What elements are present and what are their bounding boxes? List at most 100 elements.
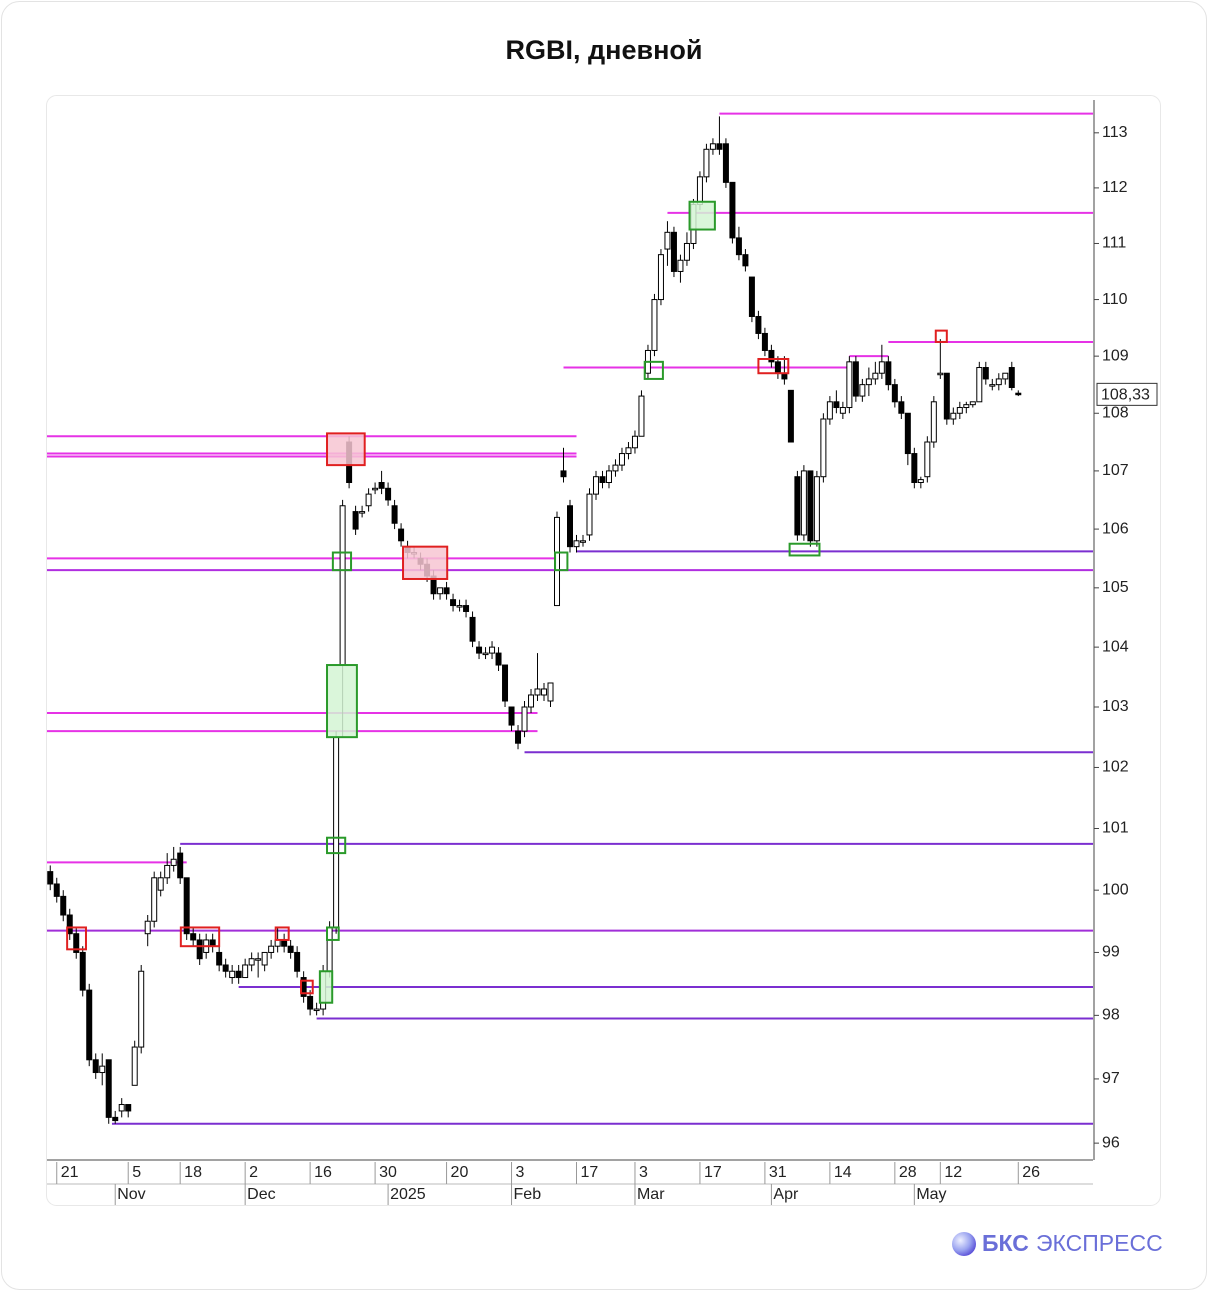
candle-body — [157, 877, 164, 891]
logo-product: ЭКСПРЕСС — [1036, 1230, 1163, 1256]
candle-body — [605, 470, 612, 483]
candle-body — [313, 1008, 320, 1012]
candle-body — [99, 1065, 106, 1074]
candle-body — [859, 384, 866, 397]
candle-body — [112, 1116, 119, 1122]
signal-box — [300, 979, 314, 995]
candle-body — [950, 412, 957, 420]
candle-body — [443, 587, 450, 595]
y-tick-label: 100 — [1102, 881, 1129, 898]
signal-box — [688, 200, 716, 231]
candle-body — [657, 254, 664, 301]
candle-body — [813, 476, 820, 542]
candle-body — [995, 378, 1002, 386]
candle-body — [456, 605, 463, 608]
candle-body — [560, 470, 567, 478]
y-tick-label: 106 — [1102, 520, 1129, 537]
signal-box — [274, 926, 290, 941]
candle-body — [255, 958, 262, 961]
candle-body — [131, 1046, 138, 1086]
x-tick-label: 14 — [834, 1164, 852, 1181]
candle-body — [190, 933, 197, 941]
x-tick-label: 3 — [516, 1164, 525, 1181]
y-tick-label: 102 — [1102, 759, 1129, 776]
candle-body — [53, 883, 60, 897]
signal-box — [934, 329, 948, 343]
candle-body — [398, 528, 405, 542]
chart-panel — [46, 95, 1161, 1206]
last-price-box — [1096, 382, 1158, 406]
signal-box — [757, 357, 790, 375]
month-label: Nov — [117, 1186, 145, 1203]
x-tick-label: 30 — [379, 1164, 397, 1181]
candle-body — [638, 395, 645, 437]
y-tick-label: 97 — [1102, 1070, 1120, 1087]
candle-body — [261, 951, 268, 966]
x-tick-label: 12 — [944, 1164, 962, 1181]
candle-body — [612, 464, 619, 472]
candle-body — [618, 453, 625, 466]
candle-body — [359, 511, 366, 514]
candle-body — [534, 688, 541, 696]
candle-body — [599, 476, 606, 483]
signal-box — [554, 551, 569, 572]
candle-body — [898, 401, 905, 414]
candle-body — [852, 361, 859, 397]
candle-body — [742, 254, 749, 267]
candle-body — [372, 487, 379, 491]
candle-body — [521, 706, 528, 732]
candle-body — [755, 315, 762, 334]
x-tick-label: 2 — [249, 1164, 258, 1181]
candle-body — [833, 401, 840, 409]
candle-body — [66, 914, 73, 935]
candle-body — [294, 951, 301, 972]
candle-body — [670, 231, 677, 272]
candle-body — [547, 682, 554, 702]
candle-body — [482, 652, 489, 656]
month-label: 2025 — [390, 1186, 426, 1203]
x-tick-label: 5 — [132, 1164, 141, 1181]
candle-body — [352, 511, 359, 530]
y-tick-label: 101 — [1102, 820, 1129, 837]
candle-body — [885, 361, 892, 386]
candle-body — [92, 1059, 99, 1074]
candle-body — [164, 864, 171, 879]
logo-icon — [952, 1232, 976, 1256]
candle-body — [151, 877, 158, 922]
candle-body — [989, 384, 996, 387]
candle-body — [911, 453, 918, 483]
candle-body — [573, 540, 580, 548]
candle-body — [307, 995, 314, 1010]
candle-body — [787, 389, 794, 443]
candle-body — [463, 605, 470, 612]
x-tick-label: 18 — [184, 1164, 202, 1181]
candle-body — [378, 481, 385, 489]
candle-body — [222, 964, 229, 972]
candle-body — [625, 447, 632, 455]
candle-body — [508, 706, 515, 726]
candle-body — [891, 384, 898, 403]
y-tick-label: 105 — [1102, 579, 1129, 596]
x-tick-label: 21 — [61, 1164, 79, 1181]
candle-body — [703, 148, 710, 178]
month-label: Mar — [637, 1186, 665, 1203]
signal-box — [326, 926, 340, 941]
candle-body — [385, 487, 392, 501]
candle-body — [846, 361, 853, 409]
x-tick-label: 20 — [451, 1164, 469, 1181]
candle-body — [872, 372, 879, 380]
candle-body — [664, 231, 671, 250]
y-tick-label: 104 — [1102, 638, 1129, 655]
signal-box — [326, 836, 347, 855]
candle-body — [138, 970, 145, 1048]
candle-body — [73, 933, 80, 953]
candle-body — [333, 736, 340, 928]
candle-body — [592, 476, 599, 495]
candle-body — [729, 181, 736, 239]
candle-body — [826, 401, 833, 420]
candle-body — [125, 1104, 132, 1112]
candle-body — [904, 412, 911, 455]
candle-body — [956, 407, 963, 414]
candle-body — [287, 945, 294, 953]
